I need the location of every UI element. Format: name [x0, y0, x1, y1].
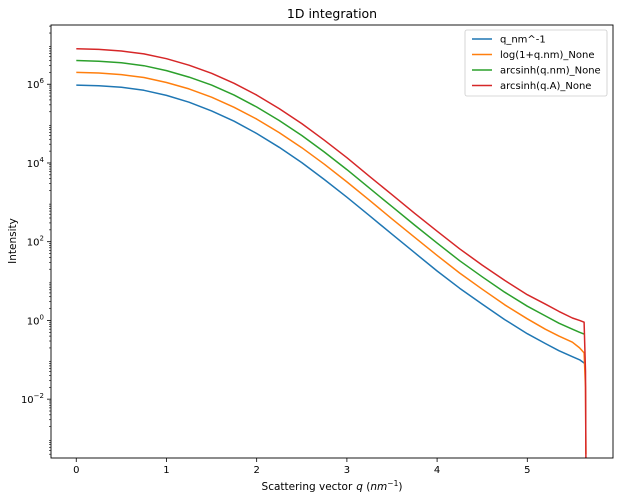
y-tick-base: 10 — [27, 159, 40, 170]
y-tick-exponent: 6 — [40, 77, 45, 85]
legend-label: q_nm^-1 — [500, 35, 546, 46]
x-axis-label-exponent: −1 — [387, 479, 398, 488]
legend-items: q_nm^-1 log(1+q.nm)_None arcsinh(q.nm)_Non… — [472, 35, 601, 92]
legend-box — [464, 29, 608, 97]
y-tick-label: 104 — [27, 156, 45, 170]
series-line-3 — [76, 59, 585, 335]
legend: q_nm^-1 log(1+q.nm)_None arcsinh(q.nm)_Non… — [464, 29, 608, 97]
y-tick-exponent: 4 — [40, 156, 45, 164]
x-axis: 0 1 2 3 4 5 — [73, 458, 530, 476]
y-tick-exponent: −2 — [34, 392, 44, 400]
y-axis-label: Intensity — [7, 218, 19, 264]
x-tick-label: 4 — [434, 465, 440, 476]
y-tick-label: 10−2 — [21, 392, 44, 406]
x-axis-label-open: ( — [363, 481, 370, 493]
x-tick-label: 2 — [253, 465, 259, 476]
y-tick-base: 10 — [27, 316, 40, 327]
y-tick-label: 102 — [27, 235, 44, 249]
series-line-2 — [76, 71, 587, 455]
series-line-1 — [76, 84, 586, 365]
series-layer — [76, 47, 587, 458]
x-axis-label-text: Scattering vector — [262, 481, 353, 493]
series-line-4 — [76, 47, 587, 458]
y-tick-exponent: 2 — [40, 235, 44, 243]
x-tick-label: 5 — [524, 465, 530, 476]
chart-title: 1D integration — [287, 6, 377, 21]
legend-label: arcsinh(q.nm)_None — [500, 66, 601, 77]
y-tick-label: 100 — [27, 313, 44, 327]
x-axis-label-unit: nm — [370, 481, 387, 493]
x-axis-label: Scattering vector q (nm−1) — [262, 479, 403, 493]
x-tick-label: 3 — [344, 465, 350, 476]
x-axis-label-symbol: q — [356, 481, 363, 493]
y-tick-base: 10 — [27, 238, 40, 249]
y-tick-exponent: 0 — [40, 313, 44, 321]
x-axis-label-close: ) — [398, 481, 402, 493]
plot-area — [50, 24, 614, 459]
legend-label: log(1+q.nm)_None — [500, 50, 594, 61]
legend-label: arcsinh(q.A)_None — [500, 81, 591, 92]
x-tick-label: 1 — [163, 465, 169, 476]
y-tick-base: 10 — [21, 395, 34, 406]
x-tick-label: 0 — [73, 465, 79, 476]
y-tick-base: 10 — [27, 80, 40, 91]
y-tick-label: 106 — [27, 77, 45, 91]
